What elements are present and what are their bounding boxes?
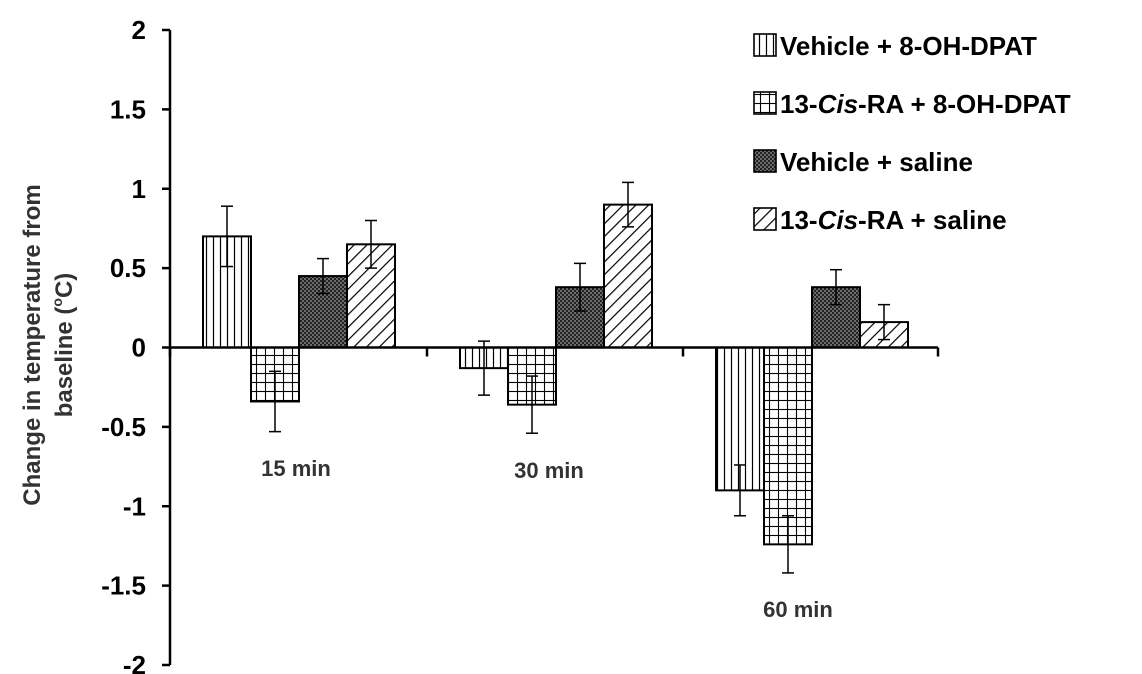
error-bars: [221, 181, 890, 574]
y-tick-label: 1: [132, 174, 146, 204]
y-tick-label: 0.5: [110, 253, 146, 283]
error-bar: [878, 303, 890, 341]
legend-label-vehicle-saline: Vehicle + saline: [780, 147, 973, 177]
error-bar: [734, 464, 746, 517]
legend-label-cisra-8ohdpat-b: Cis: [818, 89, 858, 119]
legend-item-vehicle-8ohdpat: Vehicle + 8-OH-DPAT: [753, 31, 1037, 61]
svg-text:baseline (oC): baseline (oC): [49, 273, 78, 418]
y-tick-label: -1.5: [101, 571, 146, 601]
legend-swatch-vehicle-saline: [753, 149, 777, 173]
error-bar: [526, 375, 538, 434]
y-tick-label: -2: [123, 650, 146, 674]
y-tick-label: -1: [123, 491, 146, 521]
error-bar: [317, 257, 329, 295]
legend-label-vehicle-8ohdpat: Vehicle + 8-OH-DPAT: [780, 31, 1037, 61]
error-bar: [221, 205, 233, 268]
error-bar: [830, 268, 842, 306]
y-axis-label-degree: o: [49, 298, 65, 307]
svg-text:Vehicle + 8-OH-DPAT: Vehicle + 8-OH-DPAT: [780, 31, 1037, 61]
error-bar: [365, 219, 377, 269]
error-bar: [622, 181, 634, 228]
svg-text:13-Cis-RA + saline: 13-Cis-RA + saline: [780, 205, 1007, 235]
error-bar: [269, 370, 281, 433]
legend-label-cisra-saline-a: 13-: [780, 205, 818, 235]
category-label: 15 min: [261, 456, 331, 481]
error-bar: [478, 340, 490, 396]
legend-swatch-vehicle-8ohdpat: [753, 33, 777, 57]
x-axis: [168, 346, 940, 357]
y-tick-label: -0.5: [101, 412, 146, 442]
y-axis: 2 1.5 1 0.5 0 -0.5 -1 -1.5 -2: [101, 15, 172, 674]
legend-swatch-cisra-saline: [753, 207, 777, 231]
y-axis-label-line2-pre: baseline (: [51, 307, 78, 418]
bars: [202, 203, 909, 546]
svg-text:13-Cis-RA + 8-OH-DPAT: 13-Cis-RA + 8-OH-DPAT: [780, 89, 1071, 119]
error-bar: [574, 262, 586, 312]
y-tick-label: 2: [132, 15, 146, 45]
category-labels: 15 min 30 min 60 min: [261, 456, 833, 622]
y-axis-label-line2-post: C): [51, 273, 78, 298]
legend-label-cisra-8ohdpat-a: 13-: [780, 89, 818, 119]
legend-label-cisra-saline-b: Cis: [818, 205, 858, 235]
error-bar: [782, 515, 794, 574]
category-label: 30 min: [514, 458, 584, 483]
y-axis-label-line1: Change in temperature from: [19, 184, 46, 505]
legend-item-cisra-8ohdpat: 13-Cis-RA + 8-OH-DPAT: [753, 89, 1071, 119]
legend-item-cisra-saline: 13-Cis-RA + saline: [753, 205, 1007, 235]
bar: [603, 203, 653, 349]
legend-item-vehicle-saline: Vehicle + saline: [753, 147, 973, 177]
legend-swatch-cisra-8ohdpat: [753, 91, 777, 115]
legend-label-cisra-saline-c: -RA + saline: [858, 205, 1007, 235]
category-label: 60 min: [763, 597, 833, 622]
y-tick-label: 1.5: [110, 94, 146, 124]
svg-text:Vehicle + saline: Vehicle + saline: [780, 147, 973, 177]
legend-label-cisra-8ohdpat-c: -RA + 8-OH-DPAT: [858, 89, 1071, 119]
svg-text:Change in temperature from: Change in temperature from: [19, 184, 46, 505]
y-axis-label: Change in temperature from baseline (oC): [19, 184, 78, 505]
legend: Vehicle + 8-OH-DPAT 13-Cis-RA + 8-OH-DPA…: [753, 31, 1071, 235]
y-tick-label: 0: [132, 333, 146, 363]
bar: [763, 346, 813, 546]
